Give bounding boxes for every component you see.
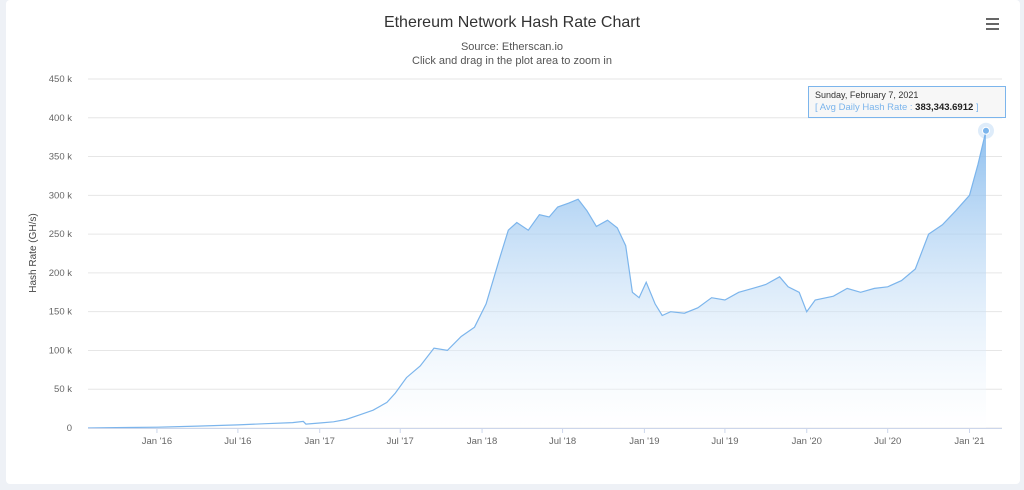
subtitle-zoom-hint: Click and drag in the plot area to zoom … (412, 55, 612, 67)
series-line (87, 130, 987, 429)
x-tick-label: Jul '18 (549, 436, 576, 447)
y-tick-label: 200 k (49, 268, 72, 279)
chart-subtitle: Source: Etherscan.io Click and drag in t… (0, 40, 1024, 68)
x-tick-label: Jul '20 (874, 436, 901, 447)
axes: 0 50 k 100 k 150 k 200 k 250 k 300 k 350 k 400 k… (49, 74, 1002, 447)
tooltip-value: 383,343.6912 (915, 102, 974, 113)
subtitle-source: Source: Etherscan.io (460, 41, 564, 53)
x-tick-label: Jan '16 (142, 436, 172, 447)
data-tooltip: Sunday, February 7, 2021 [ Avg Daily Has… (808, 86, 1006, 118)
x-tick-label: Jul '16 (224, 436, 251, 447)
series-area (88, 130, 986, 428)
x-tick-label: Jan '20 (792, 436, 822, 447)
y-tick-label: 350 k (49, 152, 72, 163)
tooltip-date: Sunday, February 7, 2021 (815, 90, 919, 100)
hamburger-menu-icon[interactable] (984, 16, 1002, 32)
chart-title: Ethereum Network Hash Rate Chart (383, 14, 641, 31)
highlight-marker (981, 126, 990, 135)
y-tick-label: 0 (67, 423, 72, 434)
y-tick-label: 50 k (54, 384, 72, 395)
x-tick-label: Jan '18 (467, 436, 497, 447)
y-axis-title: Hash Rate (GH/s) (28, 213, 39, 292)
tooltip-open-bracket: [ (815, 102, 818, 113)
x-tick-label: Jul '17 (387, 436, 414, 447)
y-tick-label: 250 k (49, 229, 72, 240)
x-tick-label: Jan '21 (954, 436, 984, 447)
tooltip-close-bracket: ] (975, 102, 979, 113)
x-tick-label: Jan '17 (305, 436, 335, 447)
y-tick-label: 150 k (49, 307, 72, 318)
tooltip-row: [ Avg Daily Hash Rate : 383,343.6912 ] (815, 101, 999, 114)
series-hash-rate (87, 122, 994, 429)
y-tick-label: 450 k (49, 74, 72, 85)
x-tick-label: Jan '19 (629, 436, 659, 447)
tooltip-series-label: Avg Daily Hash Rate (819, 102, 908, 113)
y-tick-label: 400 k (49, 113, 72, 124)
y-tick-label: 300 k (49, 190, 72, 201)
x-tick-label: Jul '19 (711, 436, 738, 447)
y-tick-label: 100 k (49, 345, 72, 356)
tooltip-separator: : (909, 102, 913, 113)
